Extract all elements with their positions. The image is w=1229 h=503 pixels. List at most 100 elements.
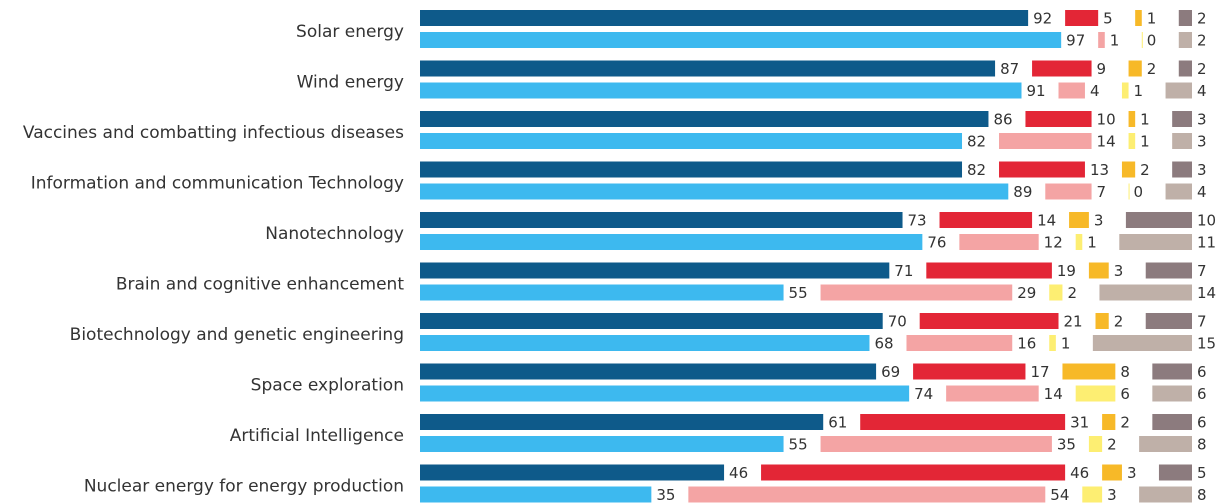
bar xyxy=(420,436,784,452)
bar xyxy=(420,313,883,329)
bar xyxy=(1135,10,1142,26)
bar xyxy=(913,363,1026,380)
value-label: 86 xyxy=(993,111,1012,129)
value-label: 7 xyxy=(1197,262,1207,280)
bar xyxy=(1092,335,1192,351)
bar xyxy=(1141,32,1143,48)
bar xyxy=(1128,133,1136,149)
value-label: 11 xyxy=(1197,234,1216,252)
bar xyxy=(1125,212,1192,228)
value-label: 4 xyxy=(1197,82,1207,100)
bar xyxy=(1062,363,1116,380)
value-label: 21 xyxy=(1064,313,1083,331)
bar xyxy=(420,262,890,279)
bar xyxy=(860,414,1066,430)
bar xyxy=(946,385,1039,402)
bar xyxy=(1128,60,1142,77)
bar xyxy=(1152,414,1192,430)
value-label: 3 xyxy=(1094,212,1104,230)
bar xyxy=(1178,60,1192,77)
bar xyxy=(420,212,903,228)
value-label: 0 xyxy=(1147,32,1157,50)
bar xyxy=(1128,111,1136,127)
bar xyxy=(420,335,870,351)
bar xyxy=(939,212,1033,228)
bar xyxy=(420,385,910,402)
bar xyxy=(1165,82,1192,99)
bar xyxy=(420,363,877,380)
value-label: 14 xyxy=(1044,385,1063,403)
value-label: 2 xyxy=(1197,32,1207,50)
value-label: 15 xyxy=(1197,335,1216,353)
bar xyxy=(420,414,824,430)
bar xyxy=(1099,284,1192,301)
value-label: 71 xyxy=(894,262,913,280)
value-label: 82 xyxy=(967,133,986,151)
bar xyxy=(1088,436,1103,452)
value-label: 55 xyxy=(789,436,808,454)
bar xyxy=(420,284,784,301)
value-label: 3 xyxy=(1197,111,1207,129)
value-label: 82 xyxy=(967,161,986,179)
bar xyxy=(1119,234,1192,250)
value-label: 87 xyxy=(1000,60,1019,78)
bar xyxy=(1065,10,1099,26)
value-label: 69 xyxy=(881,363,900,381)
bar xyxy=(1165,183,1192,200)
value-label: 5 xyxy=(1103,10,1113,28)
bar xyxy=(761,464,1066,481)
value-label: 2 xyxy=(1107,436,1117,454)
bar xyxy=(959,234,1039,250)
bar xyxy=(1178,32,1192,48)
bar xyxy=(1145,313,1192,329)
bar xyxy=(1121,161,1136,178)
value-label: 29 xyxy=(1017,284,1036,302)
bar xyxy=(1082,486,1103,503)
value-label: 7 xyxy=(1097,183,1107,201)
category-label: Nanotechnology xyxy=(265,224,404,244)
bar xyxy=(1139,436,1192,452)
bar xyxy=(820,436,1052,452)
value-label: 54 xyxy=(1050,486,1069,503)
value-label: 6 xyxy=(1197,385,1207,403)
value-label: 13 xyxy=(1090,161,1109,179)
value-label: 17 xyxy=(1030,363,1049,381)
bar xyxy=(420,234,923,250)
value-label: 3 xyxy=(1114,262,1124,280)
value-label: 10 xyxy=(1097,111,1116,129)
value-label: 16 xyxy=(1017,335,1036,353)
category-label: Vaccines and combatting infectious disea… xyxy=(23,123,404,143)
value-label: 2 xyxy=(1114,313,1124,331)
bar xyxy=(906,335,1013,351)
value-label: 4 xyxy=(1090,82,1100,100)
value-label: 12 xyxy=(1044,234,1063,252)
value-label: 8 xyxy=(1197,436,1207,454)
value-label: 2 xyxy=(1147,60,1157,78)
bar xyxy=(1049,284,1063,301)
value-label: 14 xyxy=(1197,284,1216,302)
value-label: 68 xyxy=(874,335,893,353)
value-label: 70 xyxy=(888,313,907,331)
value-label: 74 xyxy=(914,385,933,403)
category-label: Wind energy xyxy=(297,73,404,93)
value-label: 10 xyxy=(1197,212,1216,230)
category-label: Biotechnology and genetic engineering xyxy=(70,325,404,345)
bar xyxy=(820,284,1013,301)
bar xyxy=(1139,486,1192,503)
category-label: Space exploration xyxy=(251,376,404,396)
value-label: 6 xyxy=(1197,414,1207,432)
value-label: 1 xyxy=(1140,111,1150,129)
value-label: 3 xyxy=(1107,486,1117,503)
bar xyxy=(1049,335,1056,351)
value-label: 1 xyxy=(1147,10,1157,28)
value-label: 8 xyxy=(1197,486,1207,503)
bar xyxy=(420,183,1009,200)
value-label: 35 xyxy=(1057,436,1076,454)
bar xyxy=(919,313,1059,329)
bar xyxy=(1121,82,1129,99)
value-label: 31 xyxy=(1070,414,1089,432)
value-label: 0 xyxy=(1134,183,1144,201)
bar xyxy=(1069,212,1089,228)
value-label: 1 xyxy=(1087,234,1097,252)
bar xyxy=(420,161,963,178)
